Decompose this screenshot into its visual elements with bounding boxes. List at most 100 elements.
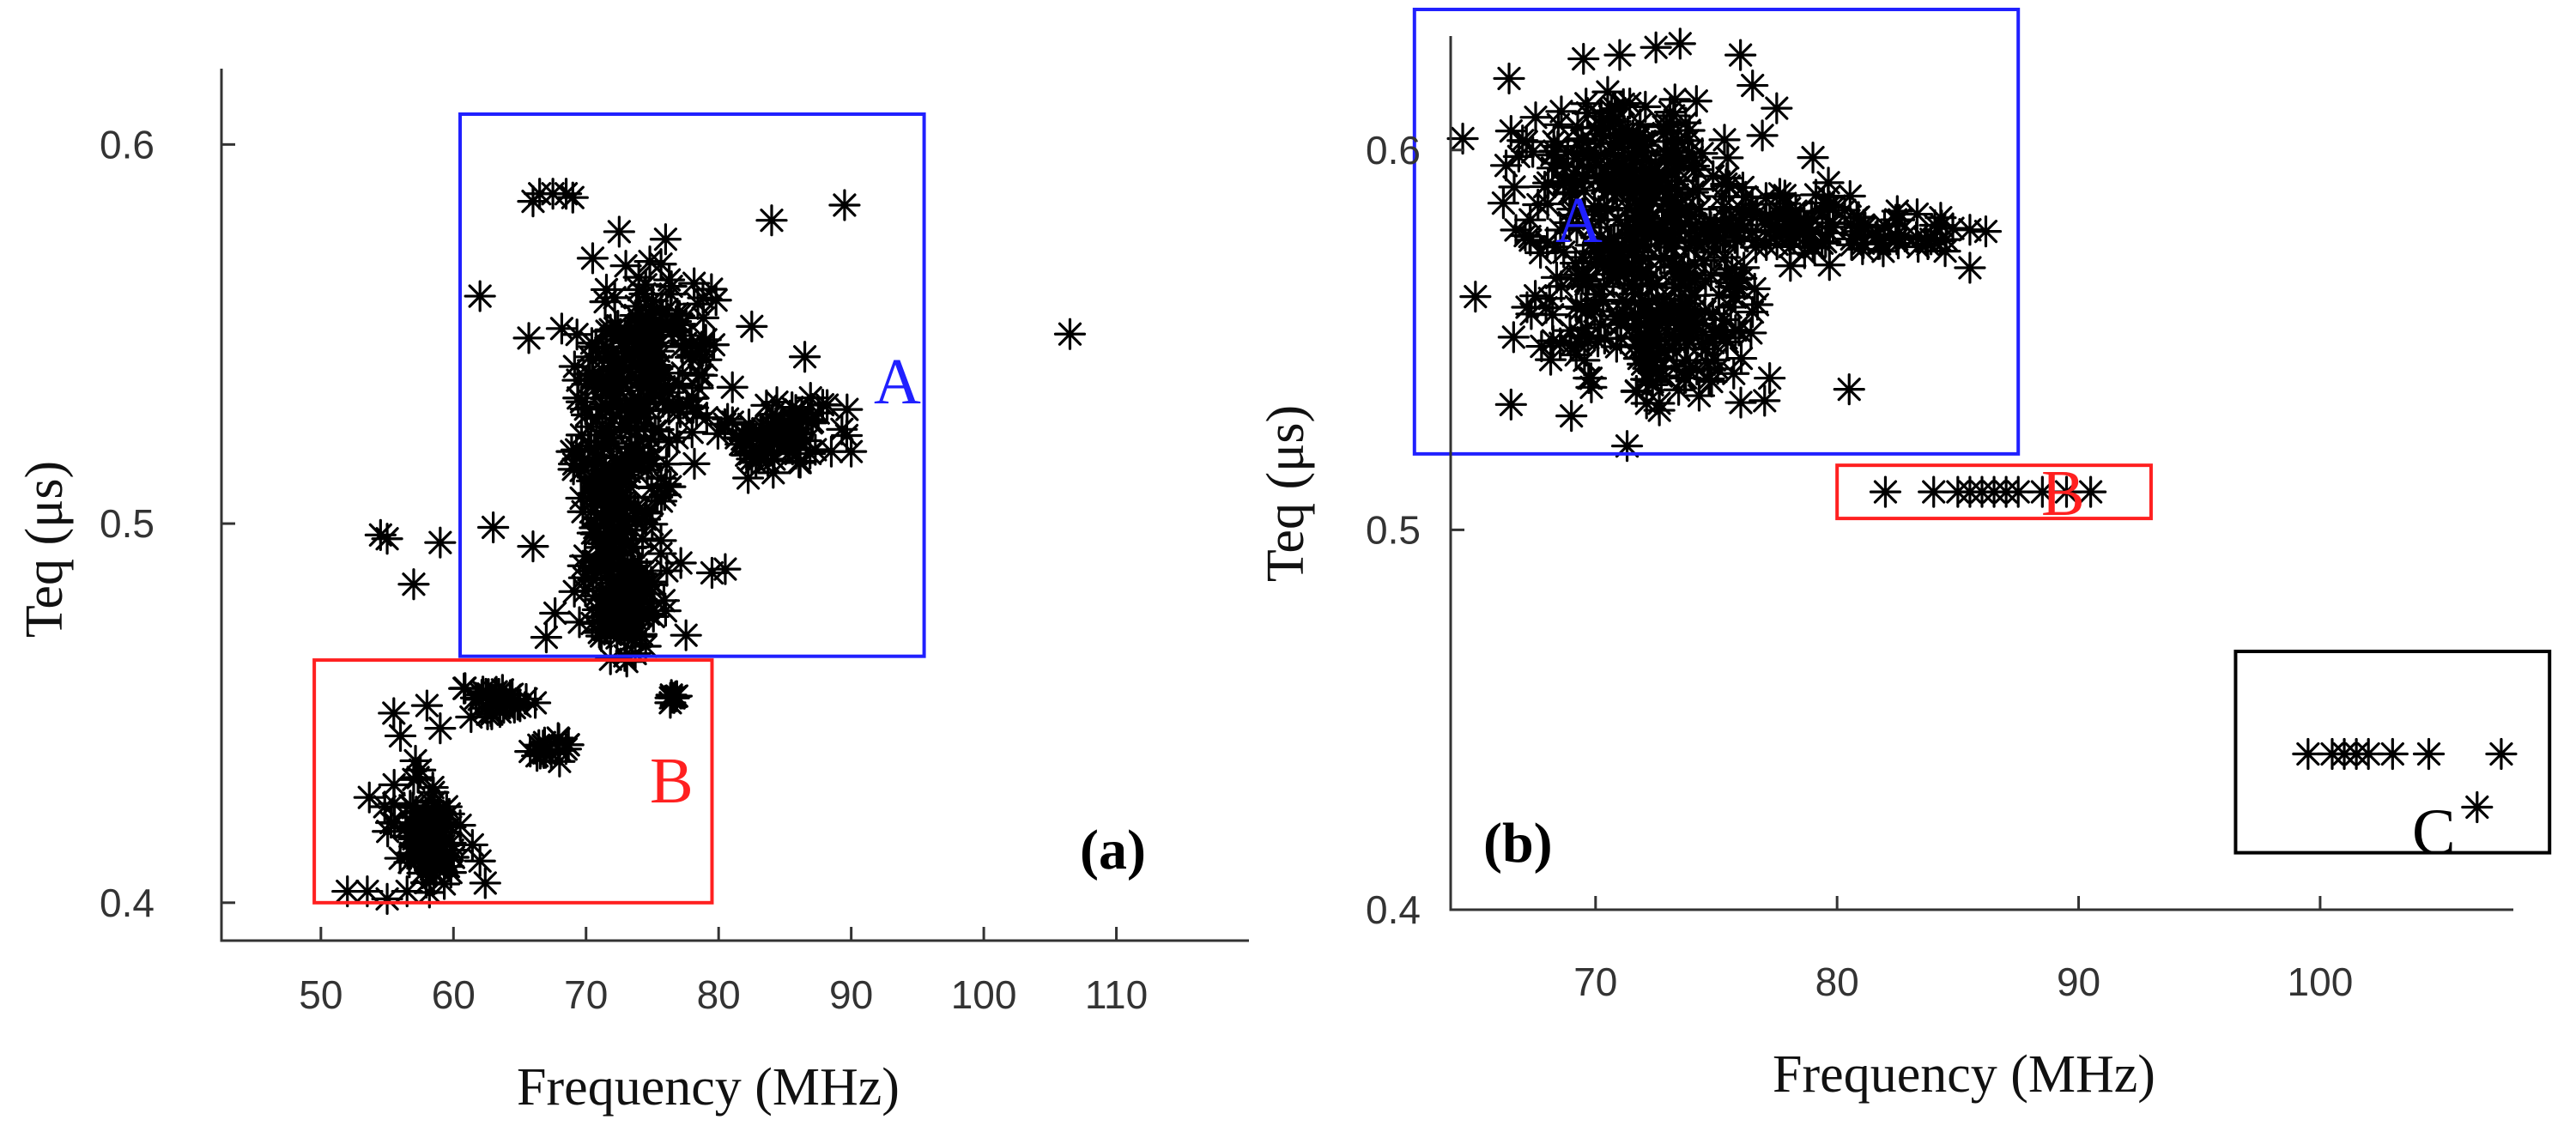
panel-a-data-point xyxy=(400,809,433,842)
panel-a-data-point xyxy=(594,618,627,651)
panel-a-data-point xyxy=(611,490,644,524)
panel-b-data-point xyxy=(1536,139,1568,172)
panel-b-data-point xyxy=(1568,344,1601,377)
panel-b-data-point xyxy=(1773,201,1806,233)
panel-a-data-point xyxy=(724,428,757,461)
panel-b-data-point xyxy=(1502,140,1535,173)
panel-b-data-point xyxy=(1646,212,1679,245)
panel-b-data-point xyxy=(1545,95,1578,128)
panel-b-data-point xyxy=(1565,292,1597,324)
panel-b-data-point xyxy=(1697,160,1730,192)
panel-a-data-point xyxy=(444,809,476,842)
panel-b-data-point xyxy=(1566,124,1598,157)
panel-b-data-point xyxy=(1718,357,1750,390)
panel-b-data-point xyxy=(1657,251,1689,283)
panel-a-data-point xyxy=(469,867,501,899)
panel-b-data-point xyxy=(1606,148,1639,180)
panel-b-data-point xyxy=(1522,188,1555,221)
panel-b-data-point xyxy=(1617,268,1650,300)
panel-b-data-point xyxy=(1847,227,1880,259)
panel-b-data-point xyxy=(1627,348,1659,380)
panel-a-data-point xyxy=(806,388,839,421)
panel-a-data-point xyxy=(603,539,635,572)
panel-a-data-point xyxy=(609,453,641,487)
panel-a-data-point xyxy=(613,455,646,488)
panel-b-data-point xyxy=(1621,216,1653,249)
panel-a-data-point xyxy=(455,700,488,734)
panel-a-data-point xyxy=(542,722,574,754)
panel-a-data-point xyxy=(595,378,627,411)
panel-a-data-point xyxy=(578,552,610,584)
panel-a-data-point xyxy=(402,761,434,794)
panel-b-data-point xyxy=(1658,225,1691,257)
panel-b-data-point xyxy=(1498,171,1530,203)
panel-b-data-point xyxy=(1525,330,1558,363)
panel-b-y-axis-title: Teq (μs) xyxy=(1257,405,1315,582)
panel-b-data-point xyxy=(1584,308,1617,341)
panel-b-data-point xyxy=(1793,217,1826,251)
panel-a-data-point xyxy=(689,324,722,356)
panel-a-data-point xyxy=(635,566,668,598)
panel-a-data-point xyxy=(476,698,508,730)
panel-a-data-point xyxy=(732,408,766,441)
panel-b-data-point xyxy=(1545,270,1578,303)
panel-b-data-point xyxy=(1735,317,1767,349)
panel-b-data-point xyxy=(1556,193,1589,226)
panel-b-data-point xyxy=(1531,227,1564,259)
panel-b-x-axis-title: Frequency (MHz) xyxy=(1773,1045,2155,1104)
panel-a-data-point xyxy=(558,350,591,383)
panel-a-data-point xyxy=(397,763,430,796)
panel-b-data-point xyxy=(1672,305,1705,338)
panel-b-data-point xyxy=(1834,179,1866,213)
panel-a-data-point xyxy=(653,263,686,296)
panel-b-data-point xyxy=(1691,347,1724,379)
panel-b-data-point xyxy=(1798,232,1831,264)
panel-b-data-point xyxy=(1728,213,1761,245)
panel-b-data-point xyxy=(1571,97,1604,130)
panel-b-data-point xyxy=(1813,249,1846,281)
panel-b-data-point xyxy=(1710,322,1743,354)
panel-a-data-point xyxy=(424,712,457,745)
panel-a-data-point xyxy=(555,435,588,468)
panel-b-data-point xyxy=(1540,261,1573,294)
panel-b-data-point xyxy=(1663,373,1695,406)
panel-b-data-point xyxy=(1560,290,1593,324)
panel-a-data-point xyxy=(384,842,416,875)
panel-a-data-point xyxy=(527,729,560,762)
panel-a-data-point xyxy=(618,323,652,355)
panel-b-data-point xyxy=(1628,125,1661,158)
panel-a-data-point xyxy=(792,403,825,436)
panel-a-data-point xyxy=(615,412,648,445)
panel-a-data-point xyxy=(399,744,432,778)
panel-a-data-point xyxy=(631,382,664,415)
panel-b-data-point xyxy=(1627,200,1661,233)
panel-b-data-point xyxy=(1651,188,1683,221)
panel-b-data-point xyxy=(1610,430,1644,463)
panel-a-data-point xyxy=(670,619,702,651)
panel-b-data-point xyxy=(1772,210,1804,243)
panel-a-data-point xyxy=(659,305,693,338)
panel-b-data-point xyxy=(1624,108,1657,141)
panel-b-y-tick-label: 0.4 xyxy=(1366,887,1421,932)
panel-b-data-point xyxy=(1725,262,1758,294)
panel-b-data-point xyxy=(1918,475,1950,508)
panel-b-data-point xyxy=(1725,193,1759,226)
panel-b-data-point xyxy=(1578,190,1611,223)
panel-a-x-tick-label: 50 xyxy=(299,972,342,1017)
panel-a-data-point xyxy=(364,518,397,551)
panel-b-data-point xyxy=(1572,321,1604,354)
panel-a-data-point xyxy=(736,310,768,342)
panel-a-data-point xyxy=(656,681,688,714)
panel-b-data-point xyxy=(1817,191,1850,224)
panel-b-data-point xyxy=(1679,263,1712,295)
panel-a-data-point xyxy=(596,457,629,490)
panel-a-data-point xyxy=(629,630,662,663)
panel-a-data-point xyxy=(645,537,677,570)
panel-b-data-point xyxy=(1881,195,1913,227)
panel-a-data-point xyxy=(634,423,668,456)
panel-b-data-point xyxy=(1562,326,1595,359)
panel-a-axis-line xyxy=(220,69,1249,942)
panel-b-data-point xyxy=(1630,363,1663,396)
panel-b-data-point xyxy=(1881,223,1913,256)
panel-b-data-point xyxy=(1561,111,1594,143)
